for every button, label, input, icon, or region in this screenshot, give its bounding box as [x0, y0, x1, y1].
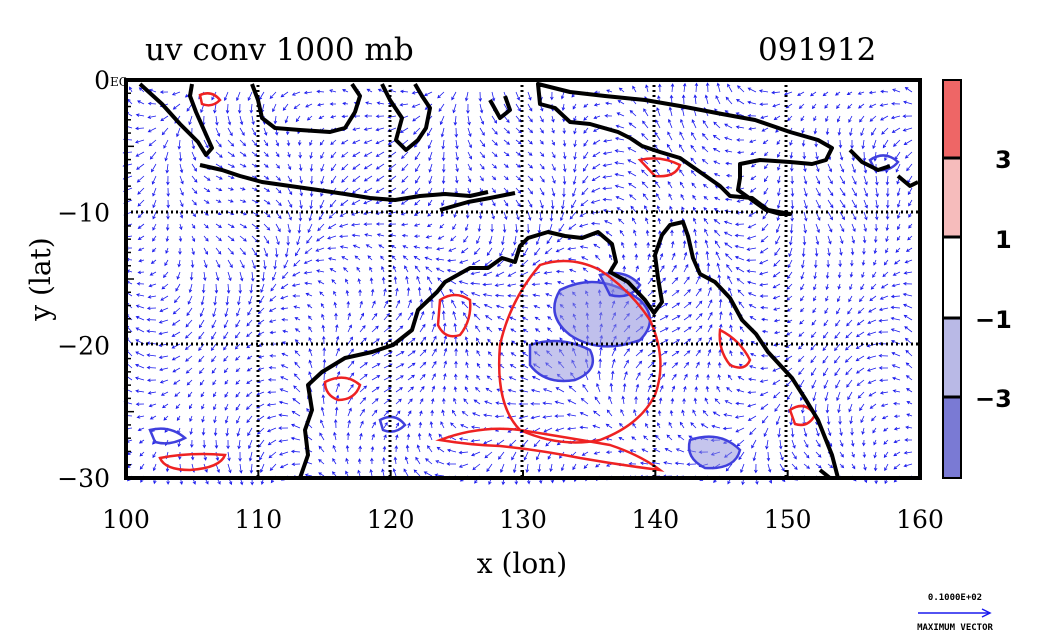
new-guinea-coast [536, 82, 834, 216]
plot-title: uv conv 1000 mb [145, 32, 414, 68]
x-tick-label: 130 [499, 505, 547, 534]
y-tick-label: −30 [57, 464, 110, 493]
vector-key: 0.1000E+02 MAXIMUM VECTOR [917, 593, 993, 633]
borneo-coast [250, 82, 362, 134]
java-coast [199, 163, 489, 202]
negative-contour [378, 415, 407, 433]
x-tick-label: 120 [367, 505, 415, 534]
positive-contour [158, 452, 227, 472]
positive-contour [436, 293, 472, 338]
grid-lines [126, 80, 920, 478]
x-tick-label: 100 [102, 505, 150, 534]
colorbar-label: 1 [995, 226, 1012, 254]
y-tick-label: 0 [94, 66, 110, 95]
x-axis-label: x (lon) [477, 547, 567, 580]
y-axis-ticks: 0 −10 −20 −30 [57, 66, 134, 493]
y-tick-label: −10 [57, 199, 110, 228]
sumatra-coast [138, 82, 214, 157]
y-tick-label: −20 [57, 331, 110, 360]
wind-vector-field [122, 82, 913, 486]
negative-contour [528, 339, 595, 383]
plot-timestamp: 091912 [758, 32, 876, 68]
positive-contour [198, 92, 222, 107]
positive-contour [718, 328, 752, 369]
corner-tag: EQ [110, 75, 129, 89]
positive-contour [435, 427, 665, 472]
colorbar-segment [943, 237, 961, 318]
positive-contour [637, 157, 682, 178]
x-tick-label: 160 [896, 505, 944, 534]
colorbar-segment [943, 318, 961, 397]
vector-key-magnitude: 0.1000E+02 [928, 593, 982, 603]
x-tick-label: 150 [764, 505, 812, 534]
colorbar-segment [943, 397, 961, 478]
colorbar-segment [943, 80, 961, 158]
x-tick-label: 110 [234, 505, 282, 534]
sulawesi-coast [380, 82, 432, 152]
wind-vectors [122, 82, 913, 486]
x-axis-ticks: 100 110 120 130 140 150 160 [102, 470, 944, 534]
y-axis-label: y (lat) [24, 237, 57, 321]
colorbar-segment [943, 158, 961, 237]
plot-frame [124, 78, 922, 480]
solomon-coast [848, 148, 919, 188]
vector-key-label: MAXIMUM VECTOR [917, 623, 993, 633]
colorbar-label: −1 [975, 306, 1012, 334]
colorbar: 3 1 −1 −3 [942, 79, 1012, 479]
positive-contour [323, 376, 362, 402]
negative-contour [687, 435, 742, 470]
maluku-coast [488, 95, 512, 120]
x-tick-label: 140 [631, 505, 679, 534]
timor-coast [439, 191, 516, 212]
colorbar-label: 3 [995, 146, 1012, 174]
negative-contour [148, 427, 188, 445]
colorbar-label: −3 [975, 385, 1012, 413]
